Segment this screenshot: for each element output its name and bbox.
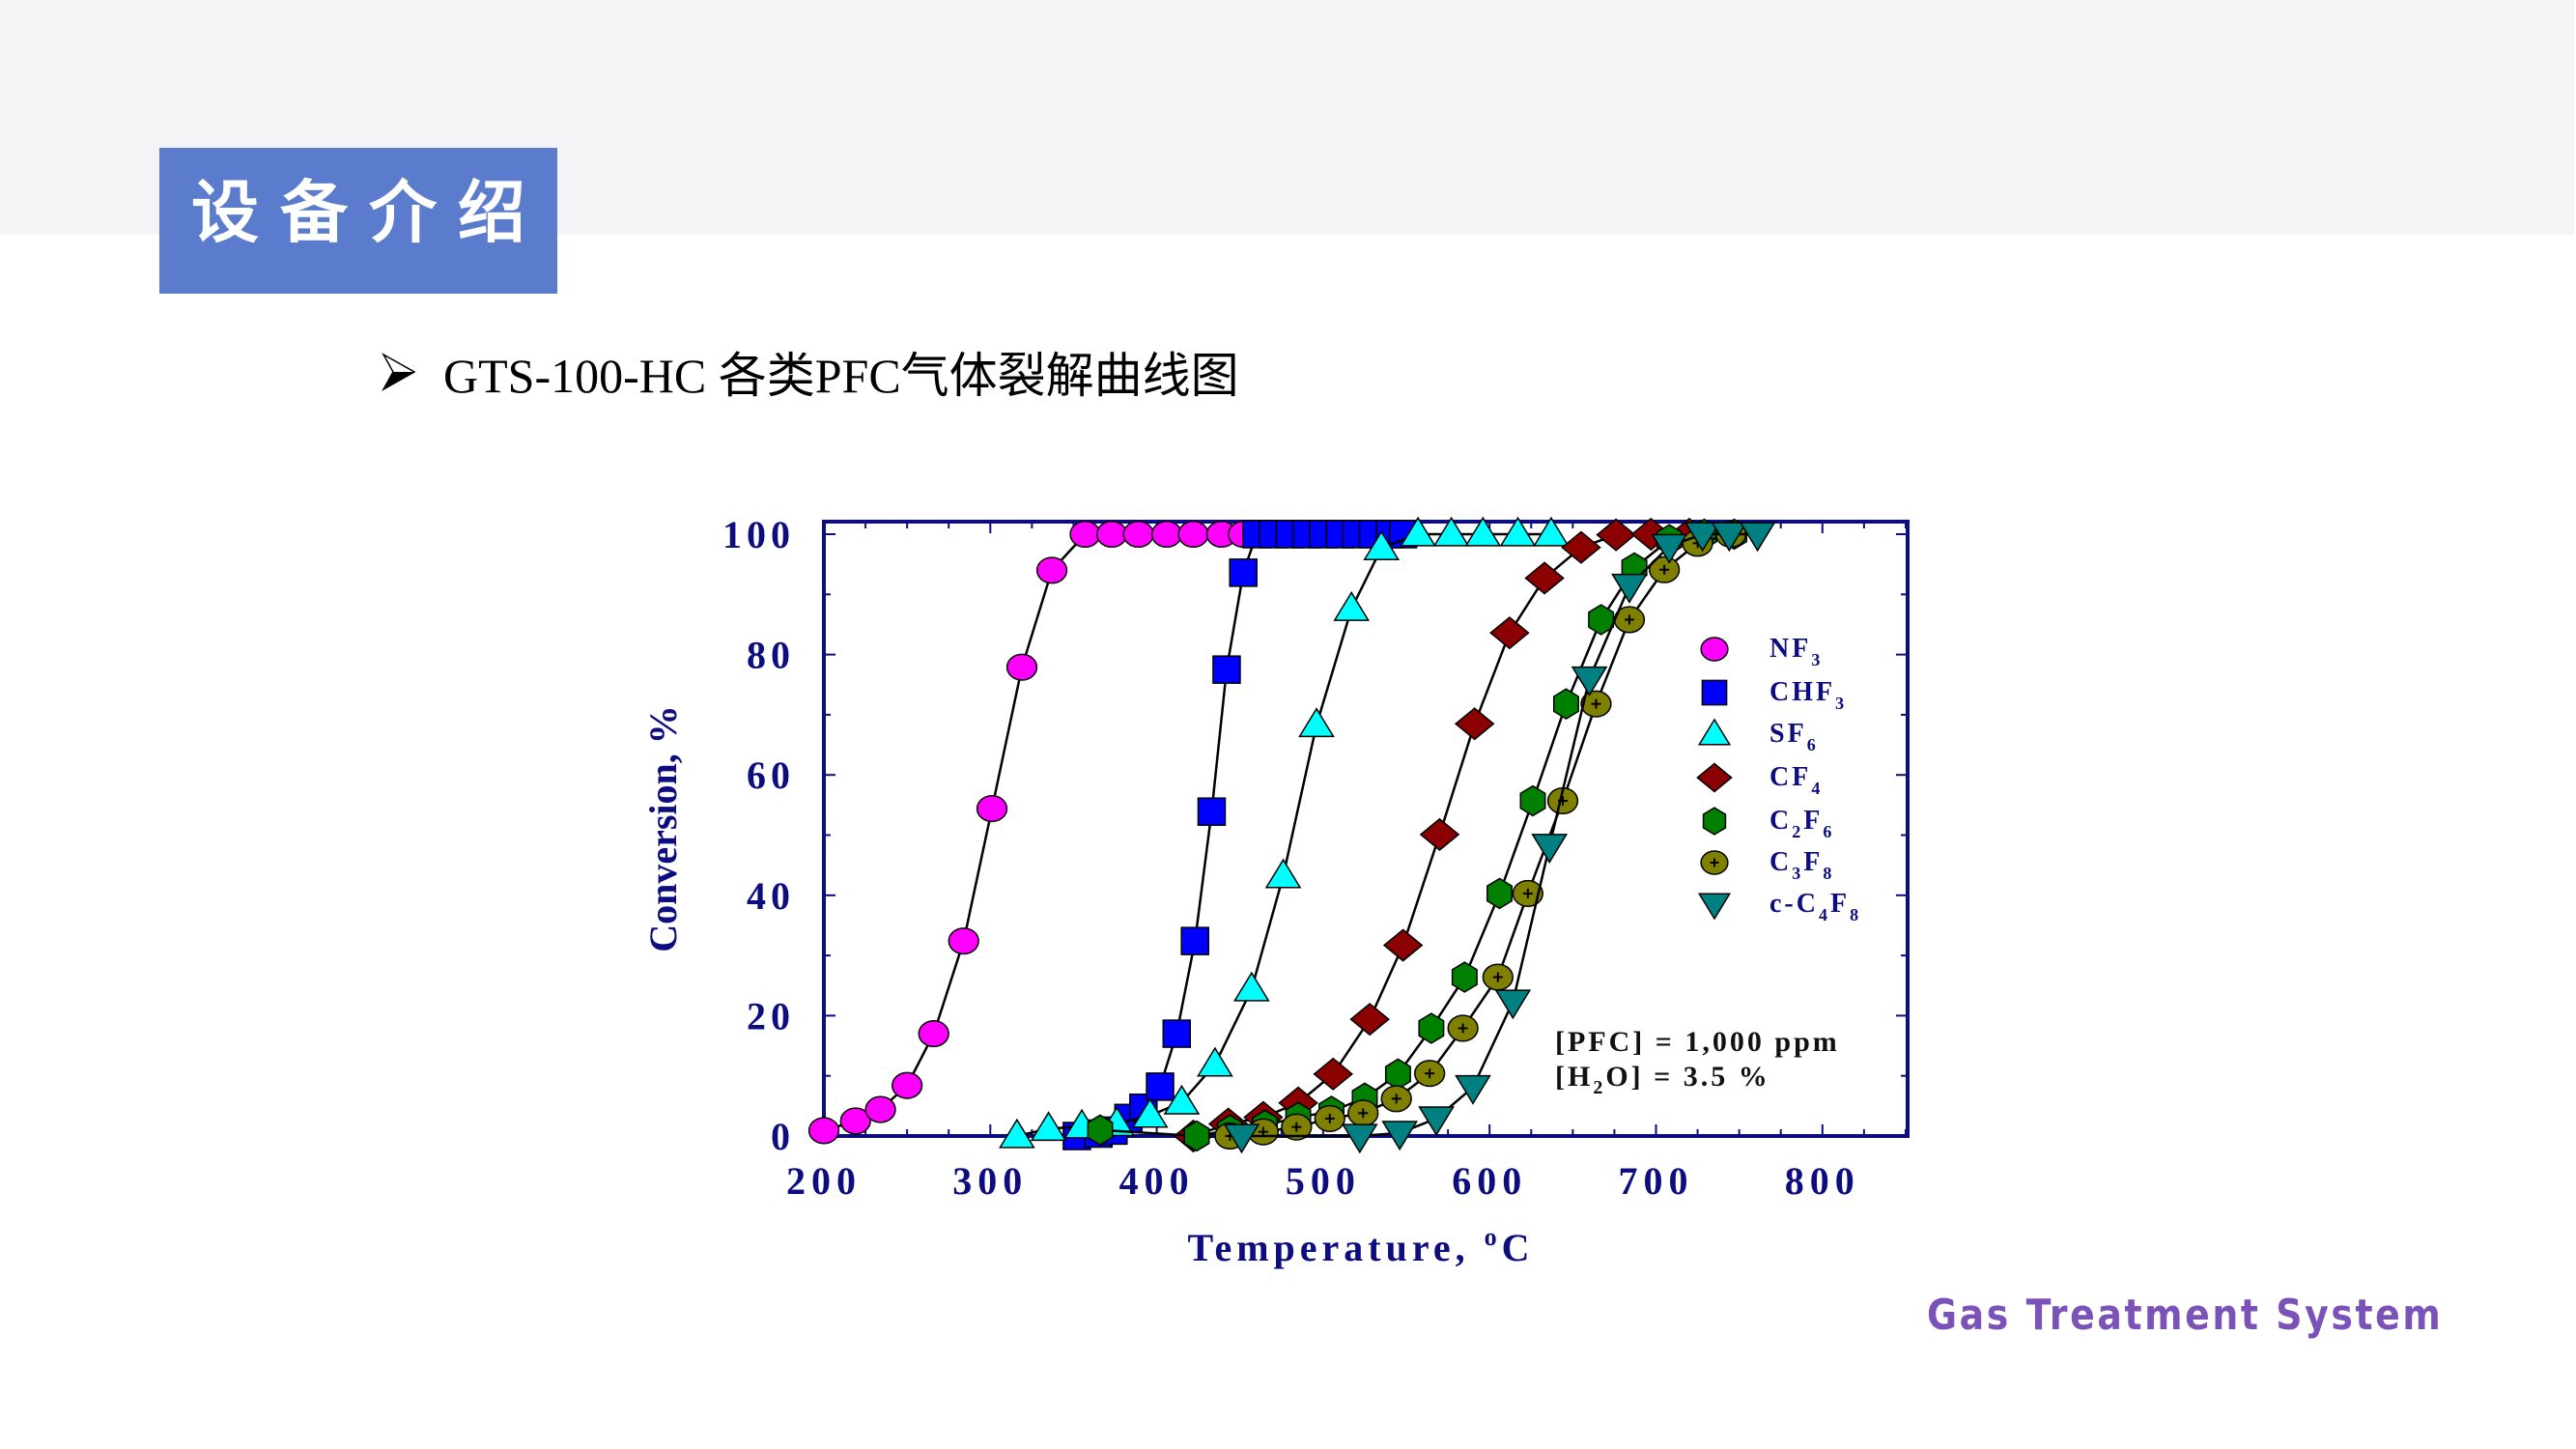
x-tick-label: 600	[1452, 1159, 1527, 1203]
svg-text:C2F6: C2F6	[1769, 806, 1834, 841]
legend-item-nf3: NF3	[1700, 634, 1823, 669]
series-c-c4f8	[1223, 522, 1776, 1154]
legend-item-c2f6: C2F6	[1702, 806, 1834, 841]
legend-item-sf6: SF6	[1697, 718, 1819, 754]
series-c3f8	[1214, 520, 1747, 1151]
y-tick-label: 20	[747, 994, 795, 1037]
legend-item-chf3: CHF3	[1701, 677, 1847, 713]
legend-item-cf4: CF4	[1696, 762, 1823, 798]
conditions-annotation: [PFC] = 1,000 ppm[H2O] = 3.5 %	[1555, 1026, 1840, 1098]
arrow-bullet-icon	[382, 353, 416, 391]
subtitle-line: GTS-100-HC 各类PFC气体裂解曲线图	[382, 340, 1239, 404]
y-tick-label: 100	[722, 513, 795, 556]
svg-text:NF3: NF3	[1769, 634, 1823, 669]
svg-text:[H2O] = 3.5 %: [H2O] = 3.5 %	[1555, 1061, 1770, 1098]
section-title: 设备介绍	[191, 172, 547, 252]
legend: NF3 CHF3 SF6 CF4 C2F6 C3F8 c-C4F8	[1696, 634, 1861, 924]
svg-text:[PFC] = 1,000 ppm: [PFC] = 1,000 ppm	[1555, 1026, 1840, 1058]
y-tick-label: 40	[747, 874, 795, 918]
y-tick-label: 80	[747, 634, 795, 677]
y-tick-label: 60	[747, 753, 795, 797]
chart-subtitle: GTS-100-HC 各类PFC气体裂解曲线图	[443, 349, 1239, 403]
svg-text:CF4: CF4	[1769, 762, 1823, 798]
svg-text:C3F8: C3F8	[1769, 847, 1834, 883]
series-nf3	[807, 520, 1260, 1145]
x-tick-label: 300	[952, 1159, 1028, 1203]
x-tick-label: 500	[1286, 1159, 1361, 1203]
x-tick-label: 400	[1119, 1159, 1195, 1203]
x-axis-label: Temperature, oC	[1187, 1223, 1534, 1269]
svg-text:SF6: SF6	[1769, 719, 1819, 754]
y-tick-label: 0	[771, 1115, 795, 1158]
footer-brand: Gas Treatment System	[1927, 1291, 2444, 1340]
section-title-box: 设备介绍	[159, 148, 557, 294]
y-axis: 0 20 40 60 80 100 Conversion, %	[641, 513, 1908, 1158]
legend-item-c-c4f8: c-C4F8	[1697, 889, 1861, 924]
legend-item-c3f8: C3F8	[1700, 847, 1834, 883]
y-axis-label: Conversion, %	[641, 705, 685, 952]
x-tick-label: 800	[1785, 1159, 1860, 1203]
x-tick-label: 200	[786, 1159, 862, 1203]
series-sf6	[999, 516, 1570, 1149]
x-tick-label: 700	[1619, 1159, 1694, 1203]
svg-text:CHF3: CHF3	[1769, 677, 1847, 713]
svg-text:c-C4F8: c-C4F8	[1769, 889, 1861, 924]
x-axis: 200 300 400 500 600 700 800 Temperature, oC	[786, 522, 1907, 1269]
